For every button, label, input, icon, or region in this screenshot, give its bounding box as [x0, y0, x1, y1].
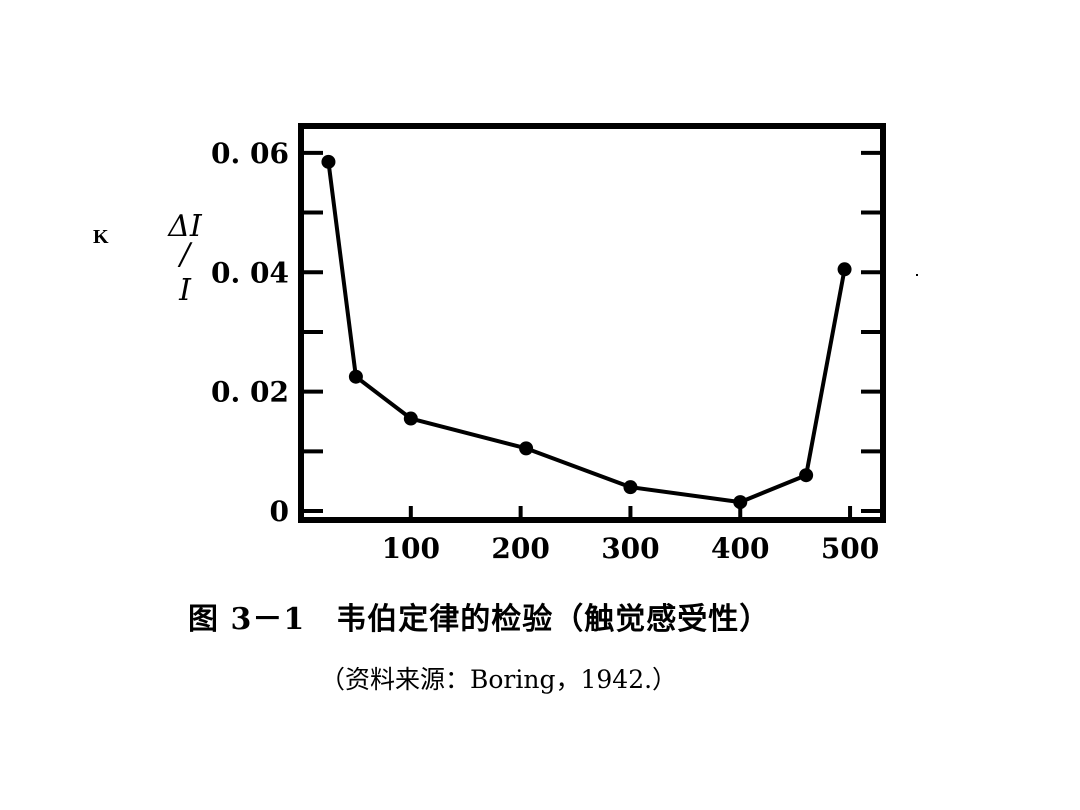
- series-line: [326, 161, 847, 505]
- data-point-6: [799, 468, 814, 483]
- data-point-0: [321, 154, 336, 169]
- y-axis-label-slash: /: [177, 237, 193, 272]
- data-point-3: [519, 441, 534, 456]
- y-tick-labels: 0 0. 02 0. 04 0. 06: [211, 137, 289, 528]
- data-point-7: [837, 262, 852, 277]
- axis-ticks: [301, 150, 883, 520]
- y-axis-label-bottom: I: [178, 273, 192, 308]
- y-tick-label-3: 0. 06: [211, 137, 289, 170]
- data-point-2: [403, 411, 418, 426]
- x-tick-label-1: 200: [491, 532, 549, 565]
- x-tick-label-3: 400: [711, 532, 769, 565]
- data-point-1: [348, 369, 363, 384]
- data-points: [321, 154, 852, 510]
- x-tick-label-4: 500: [821, 532, 879, 565]
- data-point-5: [733, 495, 748, 510]
- y-tick-label-2: 0. 04: [211, 256, 289, 289]
- side-label: K: [93, 226, 109, 248]
- x-tick-labels: 100 200 300 400 500: [382, 532, 880, 565]
- y-axis-label: ΔI / I: [167, 209, 203, 308]
- figure-caption: 图 3－1 韦伯定律的检验（触觉感受性）: [188, 602, 771, 637]
- stray-dot: [916, 274, 918, 276]
- figure-source: （资料来源：Boring，1942.）: [320, 665, 678, 694]
- plot-frame: [298, 123, 886, 523]
- y-tick-label-1: 0. 02: [211, 376, 289, 409]
- x-tick-label-2: 300: [601, 532, 659, 565]
- x-tick-label-0: 100: [382, 532, 440, 565]
- y-tick-label-0: 0: [270, 495, 289, 528]
- data-point-4: [623, 480, 638, 495]
- y-axis-label-top: ΔI: [167, 209, 203, 244]
